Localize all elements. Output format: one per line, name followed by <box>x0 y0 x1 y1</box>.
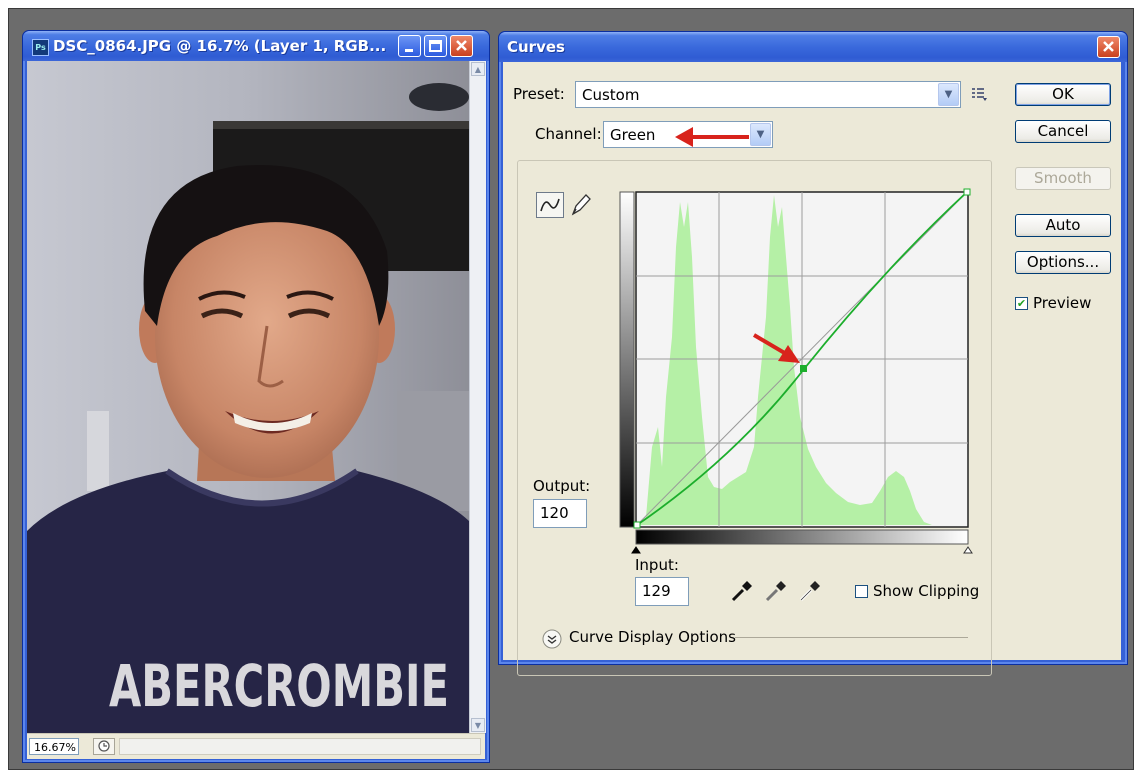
expand-options-button[interactable] <box>541 628 563 650</box>
output-gradient-bar <box>619 191 635 528</box>
document-vertical-scrollbar[interactable]: ▲ ▼ <box>469 61 486 733</box>
curve-endpoint-white[interactable] <box>963 188 971 196</box>
output-label: Output: <box>533 477 591 495</box>
input-label: Input: <box>635 556 679 574</box>
curve-endpoint-black[interactable] <box>633 521 641 529</box>
channel-value: Green <box>610 126 656 144</box>
photoshop-document-icon: Ps <box>32 39 49 56</box>
channel-dropdown[interactable]: Green ▼ <box>603 121 773 148</box>
preview-label[interactable]: Preview <box>1033 294 1092 312</box>
channel-label: Channel: <box>533 125 604 143</box>
clock-icon <box>98 740 110 752</box>
curves-dialog-body: Preset: Custom ▼ OK Cancel Smooth Auto O… <box>503 62 1121 676</box>
close-button[interactable] <box>450 35 473 57</box>
ok-button[interactable]: OK <box>1015 83 1111 106</box>
curves-dialog: Curves Preset: Custom ▼ OK Cancel Smooth… <box>498 31 1128 676</box>
document-status-bar: 16.67% <box>27 733 485 759</box>
input-gradient-bar <box>635 529 969 545</box>
chevron-down-icon[interactable]: ▼ <box>938 83 959 106</box>
scroll-down-arrow-icon[interactable]: ▼ <box>471 718 485 732</box>
output-field[interactable]: 120 <box>533 499 587 528</box>
curves-title: Curves <box>507 38 565 56</box>
scroll-up-arrow-icon[interactable]: ▲ <box>471 62 485 76</box>
pencil-icon <box>571 194 591 216</box>
photo-canvas[interactable]: ABERCROMBIE AND FITCH <box>27 61 469 733</box>
preset-options-menu-icon <box>972 88 987 101</box>
close-icon <box>456 40 467 51</box>
curves-close-button[interactable] <box>1097 36 1120 58</box>
options-button[interactable]: Options... <box>1015 251 1111 274</box>
white-eyedropper-button[interactable] <box>797 578 827 604</box>
document-window: Ps DSC_0864.JPG @ 16.7% (Layer 1, RGB... <box>22 30 490 763</box>
pencil-tool-button[interactable] <box>569 192 593 222</box>
chevron-down-icon[interactable]: ▼ <box>750 123 771 146</box>
smooth-button[interactable]: Smooth <box>1015 167 1111 190</box>
gray-eyedropper-button[interactable] <box>763 578 793 604</box>
baseline-diagonal <box>636 191 968 526</box>
show-clipping-checkbox[interactable] <box>855 585 868 598</box>
cancel-button[interactable]: Cancel <box>1015 120 1111 143</box>
preset-options-button[interactable] <box>971 86 989 106</box>
black-eyedropper-icon <box>731 581 752 602</box>
curve-tool-icon <box>540 198 560 212</box>
show-clipping-label[interactable]: Show Clipping <box>873 582 980 600</box>
maximize-icon <box>429 40 442 52</box>
black-point-slider[interactable] <box>631 546 641 554</box>
curves-group-box <box>517 160 992 676</box>
white-point-slider[interactable] <box>963 546 973 554</box>
status-menu-button[interactable] <box>93 738 115 755</box>
channel-annotation-arrow <box>675 127 749 147</box>
document-horizontal-scrollbar[interactable] <box>119 738 481 755</box>
preset-dropdown[interactable]: Custom ▼ <box>575 81 961 108</box>
curve-control-point[interactable] <box>800 365 807 372</box>
minimize-button[interactable] <box>398 35 421 57</box>
point-annotation-arrow <box>752 333 800 363</box>
preview-checkbox[interactable]: ✔ <box>1015 297 1028 310</box>
document-title-bar[interactable]: Ps DSC_0864.JPG @ 16.7% (Layer 1, RGB... <box>23 31 489 61</box>
shirt-text-line2: AND FITCH <box>119 722 439 733</box>
preset-value: Custom <box>582 86 640 104</box>
white-eyedropper-icon <box>799 581 820 602</box>
curves-graph[interactable] <box>616 187 976 567</box>
close-icon <box>1103 41 1114 52</box>
auto-button[interactable]: Auto <box>1015 214 1111 237</box>
minimize-icon <box>405 49 413 52</box>
curves-title-bar[interactable]: Curves <box>499 32 1127 62</box>
black-eyedropper-button[interactable] <box>729 578 759 604</box>
curve-point-tool-button[interactable] <box>536 192 564 218</box>
input-field[interactable]: 129 <box>635 577 689 606</box>
double-chevron-down-icon <box>547 635 557 644</box>
maximize-button[interactable] <box>424 35 447 57</box>
curve-display-options-label[interactable]: Curve Display Options <box>569 628 736 646</box>
preset-label: Preset: <box>513 85 565 103</box>
options-divider <box>735 637 968 638</box>
gray-eyedropper-icon <box>765 581 786 602</box>
document-title: DSC_0864.JPG @ 16.7% (Layer 1, RGB... <box>53 37 387 55</box>
shirt-text-line1: ABERCROMBIE <box>109 652 449 720</box>
zoom-level-field[interactable]: 16.67% <box>29 738 79 755</box>
